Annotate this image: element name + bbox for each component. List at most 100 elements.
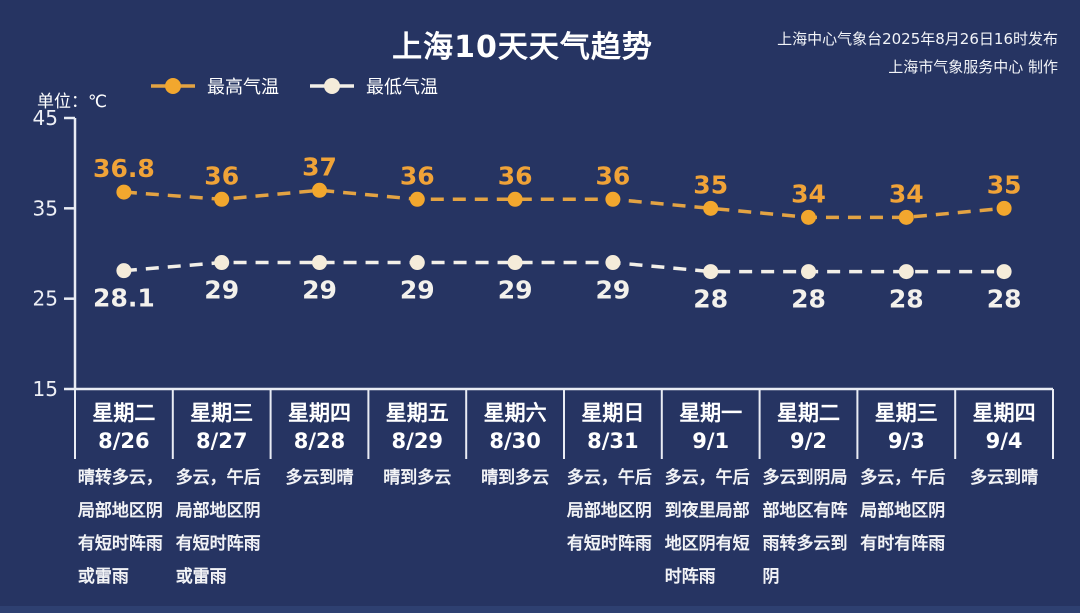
day-column: 星期三 9/3 多云，午后局部地区阴有时有阵雨 bbox=[857, 392, 955, 613]
value-label: 36 bbox=[498, 161, 533, 190]
weekday-label: 星期六 bbox=[483, 401, 547, 425]
value-label: 29 bbox=[400, 276, 435, 305]
weather-description: 多云，午后到夜里局部地区阴有短时阵雨 bbox=[664, 468, 750, 587]
date-label: 8/30 bbox=[489, 429, 541, 453]
value-label: 28 bbox=[693, 285, 728, 314]
value-label: 34 bbox=[889, 179, 924, 208]
weather-description: 晴到多云 bbox=[481, 468, 550, 488]
weekday-label: 星期四 bbox=[287, 401, 351, 425]
legend-item-low: 最低气温 bbox=[309, 73, 438, 99]
value-label: 29 bbox=[204, 276, 239, 305]
value-label: 37 bbox=[302, 152, 337, 181]
issued-info: 上海中心气象台2025年8月26日16时发布 上海市气象服务中心 制作 bbox=[777, 25, 1058, 81]
day-column: 星期四 9/4 多云到晴 bbox=[955, 392, 1053, 613]
weather-description: 多云，午后局部地区阴有时有阵雨 bbox=[860, 468, 946, 554]
value-label: 28.1 bbox=[93, 284, 155, 313]
day-column: 星期四 8/28 多云到晴 bbox=[271, 392, 369, 613]
date-label: 9/1 bbox=[692, 429, 730, 453]
data-point bbox=[605, 255, 621, 271]
weekday-label: 星期二 bbox=[92, 401, 156, 425]
legend-label-low: 最低气温 bbox=[366, 77, 438, 98]
page-title: 上海10天天气趋势 bbox=[392, 30, 653, 65]
chart-legend: 最高气温 最低气温 bbox=[150, 73, 438, 99]
series-line bbox=[123, 188, 1005, 220]
date-label: 9/3 bbox=[887, 429, 925, 453]
low-temp-marker-icon bbox=[310, 78, 354, 94]
date-label: 8/31 bbox=[587, 429, 639, 453]
data-point bbox=[507, 191, 523, 207]
day-column: 星期日 8/31 多云，午后局部地区阴有短时阵雨 bbox=[564, 392, 662, 613]
data-point bbox=[409, 191, 425, 207]
value-label: 35 bbox=[987, 170, 1022, 199]
value-label: 36 bbox=[204, 161, 239, 190]
day-columns: 星期二 8/26 晴转多云，局部地区阴有短时阵雨或雷雨 星期三 8/27 多云，… bbox=[75, 392, 1053, 613]
value-label: 29 bbox=[498, 276, 533, 305]
day-column: 星期三 8/27 多云，午后局部地区阴有短时阵雨或雷雨 bbox=[173, 392, 271, 613]
data-point bbox=[996, 264, 1012, 280]
weather-description: 晴转多云，局部地区阴有短时阵雨或雷雨 bbox=[77, 468, 163, 587]
day-column: 星期二 8/26 晴转多云，局部地区阴有短时阵雨或雷雨 bbox=[75, 392, 173, 613]
y-axis-tick-label: 15 bbox=[33, 377, 58, 401]
issued-line-2: 上海市气象服务中心 制作 bbox=[888, 58, 1058, 76]
date-label: 8/26 bbox=[98, 429, 150, 453]
weekday-label: 星期日 bbox=[581, 401, 645, 425]
date-label: 8/29 bbox=[391, 429, 444, 453]
value-label: 35 bbox=[693, 170, 728, 199]
data-point bbox=[898, 264, 914, 280]
weather-description: 多云到阴局部地区有阵雨转多云到阴 bbox=[762, 468, 848, 587]
legend-label-high: 最高气温 bbox=[207, 77, 279, 98]
weather-description: 晴到多云 bbox=[383, 468, 452, 488]
data-point bbox=[116, 263, 132, 279]
weekday-label: 星期三 bbox=[874, 401, 938, 425]
data-point bbox=[312, 182, 327, 198]
issued-line-1: 上海中心气象台2025年8月26日16时发布 bbox=[777, 30, 1058, 48]
series-line bbox=[123, 260, 1005, 274]
weather-description: 多云到晴 bbox=[970, 468, 1039, 488]
day-column: 星期二 9/2 多云到阴局部地区有阵雨转多云到阴 bbox=[760, 392, 858, 613]
y-axis-tick-label: 45 bbox=[33, 106, 58, 130]
data-point bbox=[507, 255, 523, 271]
data-point bbox=[409, 255, 425, 271]
value-label: 36 bbox=[400, 161, 435, 190]
date-label: 9/4 bbox=[985, 429, 1023, 453]
weekday-label: 星期二 bbox=[776, 401, 840, 425]
value-label: 29 bbox=[302, 276, 337, 305]
weekday-label: 星期五 bbox=[385, 401, 449, 425]
day-column: 星期一 9/1 多云，午后到夜里局部地区阴有短时阵雨 bbox=[662, 392, 760, 613]
weekday-label: 星期四 bbox=[972, 401, 1036, 425]
weekday-label: 星期三 bbox=[190, 401, 254, 425]
data-point bbox=[898, 209, 914, 225]
high-temp-marker-icon bbox=[151, 78, 195, 94]
data-point bbox=[214, 255, 230, 271]
data-point bbox=[703, 200, 719, 216]
data-point bbox=[605, 191, 621, 207]
data-point bbox=[996, 200, 1012, 216]
data-point bbox=[214, 191, 230, 207]
value-label: 36.8 bbox=[93, 154, 155, 183]
data-point bbox=[312, 255, 327, 271]
weather-description: 多云，午后局部地区阴有短时阵雨或雷雨 bbox=[175, 468, 261, 587]
unit-label: 单位：℃ bbox=[37, 92, 108, 112]
value-label: 28 bbox=[987, 285, 1022, 314]
y-axis-tick-label: 25 bbox=[33, 287, 58, 311]
day-column: 星期五 8/29 晴到多云 bbox=[368, 392, 466, 613]
y-axis-tick-label: 35 bbox=[33, 196, 58, 220]
weekday-label: 星期一 bbox=[679, 401, 743, 425]
data-point bbox=[801, 209, 816, 225]
value-label: 28 bbox=[791, 285, 826, 314]
value-label: 36 bbox=[596, 161, 631, 190]
date-label: 8/27 bbox=[195, 429, 248, 453]
weather-description: 多云，午后局部地区阴有短时阵雨 bbox=[566, 468, 652, 554]
data-point bbox=[703, 264, 719, 280]
value-label: 28 bbox=[889, 285, 924, 314]
legend-item-high: 最高气温 bbox=[150, 73, 279, 99]
day-column: 星期六 8/30 晴到多云 bbox=[466, 392, 564, 613]
value-label: 34 bbox=[791, 179, 826, 208]
footer-strip bbox=[0, 606, 1080, 613]
value-label: 29 bbox=[596, 276, 631, 305]
date-label: 8/28 bbox=[293, 429, 346, 453]
data-point bbox=[801, 264, 816, 280]
date-label: 9/2 bbox=[790, 429, 827, 453]
